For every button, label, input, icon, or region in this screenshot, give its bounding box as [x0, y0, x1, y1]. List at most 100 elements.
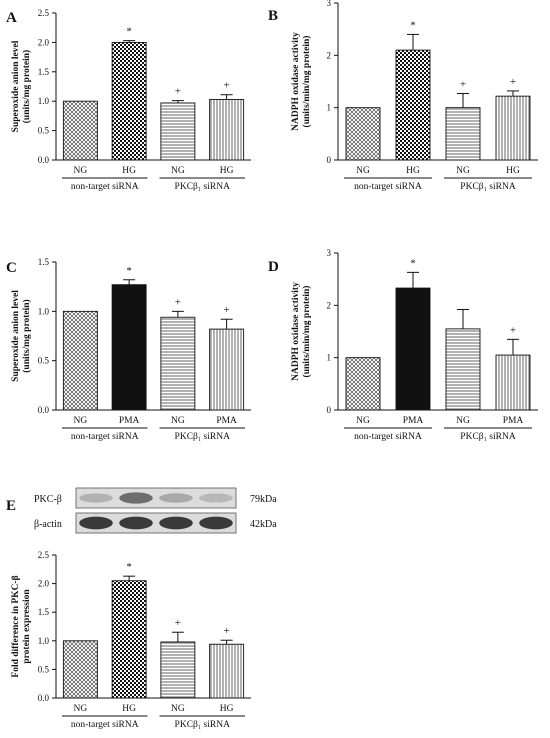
western-blot: PKC-β 79kDa β-actin 42kDa	[34, 487, 277, 534]
y-tick-label: 2.0	[38, 579, 50, 589]
y-axis-label: Superoxide anion level(units/mg protein)	[11, 290, 32, 382]
blot-band	[159, 516, 193, 530]
panel-label-e: E	[6, 498, 16, 514]
category-label: NG	[171, 166, 185, 176]
bar	[395, 49, 431, 161]
group-label: non-target siRNA	[354, 432, 422, 442]
category-label: PMA	[403, 416, 424, 426]
significance-marker: *	[410, 19, 416, 31]
category-label: HG	[220, 166, 234, 176]
y-tick-label: 1	[327, 353, 332, 363]
significance-marker: *	[126, 26, 132, 38]
blot-size-label: 42kDa	[250, 519, 277, 530]
bar	[111, 284, 147, 411]
y-tick-label: 0.5	[38, 356, 50, 366]
group-label: PKCβ₁ siRNA	[175, 432, 231, 442]
category-label: NG	[456, 416, 470, 426]
y-tick-label: 1.0	[38, 96, 50, 106]
group-label: non-target siRNA	[71, 182, 139, 192]
category-label: NG	[171, 704, 185, 714]
category-label: NG	[356, 166, 370, 176]
panel-label-b: B	[268, 8, 278, 24]
y-tick-label: 1.0	[38, 306, 50, 316]
y-axis-label: NADPH oxidase activity(units/min/mg prot…	[291, 32, 312, 131]
y-tick-label: 2.5	[38, 8, 50, 18]
y-tick-label: 1.5	[38, 67, 50, 77]
y-tick-label: 2	[327, 50, 332, 60]
chart-b-nadph-hg: 0 1 2 3 NADPH oxidase activity(units/min/mg …	[291, 0, 538, 192]
significance-marker: *	[126, 265, 132, 277]
significance-marker: +	[224, 625, 230, 637]
category-label: NG	[74, 704, 88, 714]
category-label: HG	[406, 166, 420, 176]
chart-c-superoxide-pma: 0.0 0.5 1.0 1.5 Superoxide anion level(units…	[11, 257, 251, 442]
significance-marker: +	[224, 80, 230, 92]
blot-size-label: 79kDa	[250, 494, 277, 505]
significance-marker: +	[510, 76, 516, 88]
category-label: PMA	[503, 416, 524, 426]
category-label: NG	[356, 416, 370, 426]
chart-e-pkc-expression: 0.0 0.5 1.0 1.5 2.0 2.5 Fold difference in PKC…	[11, 550, 251, 730]
blot-row-label: β-actin	[34, 519, 62, 530]
bar	[495, 95, 531, 161]
category-label: NG	[74, 166, 88, 176]
y-tick-label: 0.0	[38, 405, 50, 415]
y-tick-label: 2	[327, 300, 332, 310]
bar	[111, 580, 147, 699]
bar	[345, 107, 381, 161]
category-label: HG	[506, 166, 520, 176]
bar	[445, 107, 481, 161]
y-axis-label: Fold difference in PKC-βprotein expressi…	[11, 575, 32, 677]
y-tick-label: 0	[327, 405, 332, 415]
bar	[62, 640, 98, 699]
y-tick-label: 0.5	[38, 126, 50, 136]
significance-marker: +	[175, 86, 181, 98]
y-tick-label: 0.5	[38, 664, 50, 674]
bar	[160, 316, 196, 411]
y-axis-label: NADPH oxidase activity(units/min/mg prot…	[291, 282, 312, 381]
significance-marker: +	[510, 324, 516, 336]
y-tick-label: 1.5	[38, 257, 50, 267]
category-label: HG	[122, 704, 136, 714]
y-tick-label: 0.0	[38, 693, 50, 703]
bar	[445, 328, 481, 411]
group-label: PKCβ₁ siRNA	[460, 432, 516, 442]
bar	[62, 100, 98, 161]
group-label: PKCβ₁ siRNA	[460, 182, 516, 192]
bar	[160, 102, 196, 161]
y-tick-label: 2.5	[38, 550, 50, 560]
y-axis-label: Superoxide anion level(units/mg protein)	[11, 40, 32, 132]
group-label: non-target siRNA	[71, 720, 139, 730]
blot-band	[199, 516, 233, 530]
chart-d-nadph-pma: 0 1 2 3 NADPH oxidase activity(units/min/mg …	[291, 248, 538, 442]
blot-row-label: PKC-β	[34, 494, 62, 505]
y-tick-label: 2.0	[38, 37, 50, 47]
panel-label-d: D	[268, 259, 279, 275]
category-label: NG	[171, 416, 185, 426]
bar	[345, 357, 381, 411]
y-tick-label: 3	[327, 0, 332, 8]
significance-marker: +	[175, 617, 181, 629]
significance-marker: *	[410, 257, 416, 269]
y-tick-label: 1.5	[38, 607, 50, 617]
blot-band	[199, 493, 233, 503]
category-label: HG	[122, 166, 136, 176]
bar	[395, 287, 431, 411]
panel-label-a: A	[6, 10, 17, 26]
bar	[495, 354, 531, 411]
chart-a-superoxide-hg: 0.0 0.5 1.0 1.5 2.0 2.5 Superoxide anion level…	[11, 8, 251, 192]
panel-label-c: C	[6, 260, 17, 276]
y-tick-label: 1	[327, 103, 332, 113]
category-label: PMA	[119, 416, 140, 426]
significance-marker: *	[126, 561, 132, 573]
y-tick-label: 0	[327, 155, 332, 165]
significance-marker: +	[460, 79, 466, 91]
significance-marker: +	[175, 296, 181, 308]
category-label: HG	[220, 704, 234, 714]
y-tick-label: 3	[327, 248, 332, 258]
bar	[209, 643, 245, 699]
significance-marker: +	[224, 304, 230, 316]
group-label: non-target siRNA	[354, 182, 422, 192]
category-label: PMA	[216, 416, 237, 426]
category-label: NG	[456, 166, 470, 176]
